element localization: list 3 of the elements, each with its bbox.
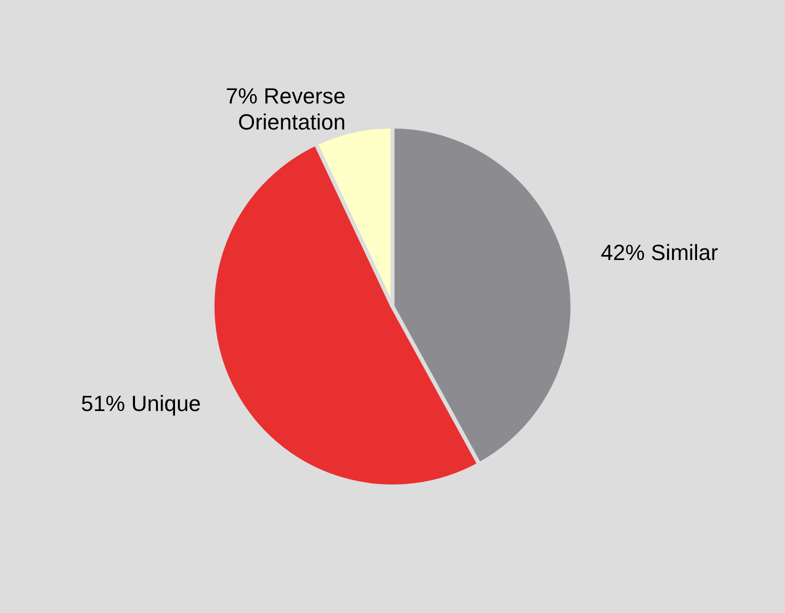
- slice-label: 51% Unique: [81, 391, 201, 416]
- slice-label: 42% Similar: [600, 240, 718, 266]
- slice-label: 7% Reverse Orientation: [226, 84, 346, 135]
